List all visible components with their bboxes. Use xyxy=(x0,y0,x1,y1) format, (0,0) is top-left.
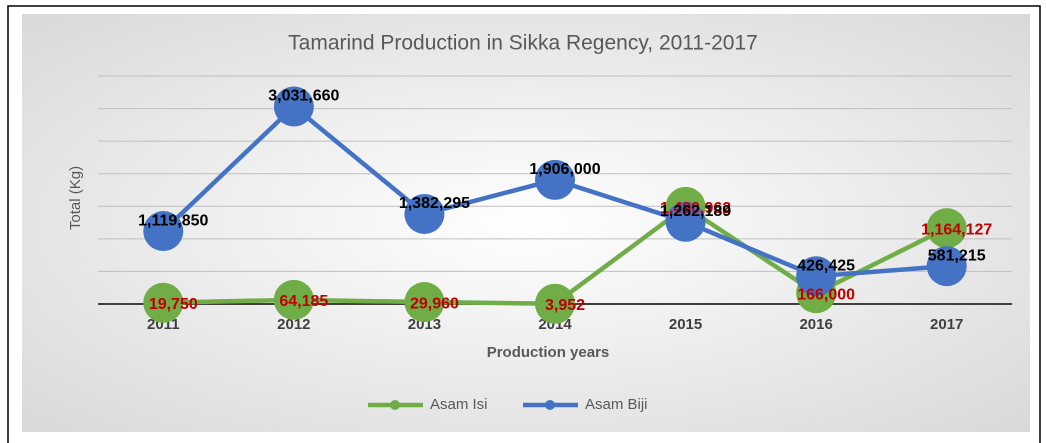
data-label: 1,164,127 xyxy=(921,221,992,238)
data-label: 3,952 xyxy=(545,297,585,314)
marker xyxy=(796,256,837,297)
legend-marker xyxy=(390,400,400,410)
marker xyxy=(535,283,575,324)
marker xyxy=(926,246,967,287)
marker xyxy=(404,193,445,234)
data-label: 1,262,189 xyxy=(660,203,731,220)
y-axis-title: Total (Kg) xyxy=(67,166,84,230)
frame xyxy=(7,5,1041,443)
x-tick-label: 2016 xyxy=(799,316,832,333)
x-tick-label: 2017 xyxy=(930,316,963,333)
data-label: 1,490,962 xyxy=(660,200,731,217)
marker xyxy=(143,282,184,323)
marker xyxy=(273,279,314,320)
data-label: 1,119,850 xyxy=(138,212,208,229)
chart-area xyxy=(22,14,1030,432)
data-label: 29,960 xyxy=(410,295,459,312)
data-label: 64,185 xyxy=(279,293,328,310)
marker xyxy=(665,201,706,242)
data-label: 166,000 xyxy=(797,286,855,303)
marker xyxy=(404,282,445,323)
legend-label: Asam Biji xyxy=(585,396,648,413)
chart-title: Tamarind Production in Sikka Regency, 20… xyxy=(288,32,758,55)
marker xyxy=(926,208,967,249)
data-label: 1,382,295 xyxy=(399,195,470,212)
data-label: 1,906,000 xyxy=(529,161,600,178)
x-axis-title: Production years xyxy=(487,344,610,361)
marker xyxy=(273,86,314,127)
data-label: 426,425 xyxy=(797,257,855,274)
legend-label: Asam Isi xyxy=(430,396,488,413)
x-tick-label: 2015 xyxy=(669,316,702,333)
marker xyxy=(535,159,575,200)
marker xyxy=(143,211,184,252)
x-tick-label: 2012 xyxy=(277,316,310,333)
data-label: 19,750 xyxy=(149,296,198,313)
data-label: 581,215 xyxy=(928,247,986,264)
data-label: 3,031,660 xyxy=(268,88,339,105)
legend-marker xyxy=(545,400,555,410)
